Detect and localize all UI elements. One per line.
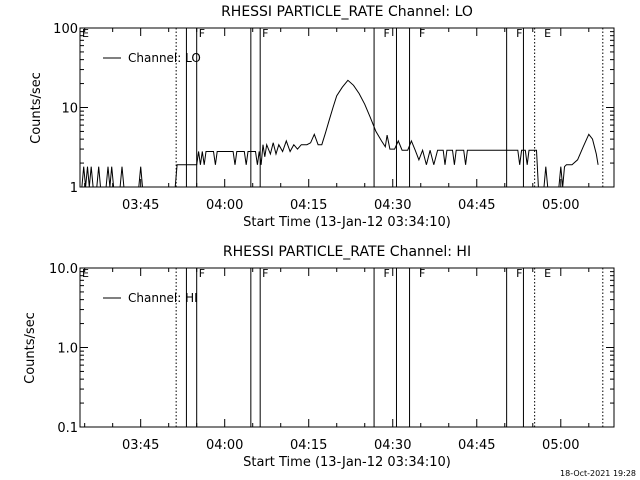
tick-layer: 03:45 04:00 04:15 04:30 04:45 05:00 1 10 100 [53,22,614,213]
marker-label: F [262,267,268,280]
marker-label: F [262,27,268,40]
y-axis-label: Counts/sec [29,72,44,144]
y-tick-label: 100 [53,22,78,37]
marker-label: F [516,27,522,40]
chart-title: RHESSI PARTICLE_RATE Channel: LO [221,4,473,20]
x-tick-label: 04:45 [458,198,495,213]
marker-label: E [544,27,551,40]
x-tick-label: 04:15 [290,438,327,453]
legend: Channel: LO [103,51,201,65]
x-tick-label: 03:45 [122,438,159,453]
legend-label: Channel: LO [128,51,201,65]
chart-title: RHESSI PARTICLE_RATE Channel: HI [223,244,471,260]
x-tick-label: 04:45 [458,438,495,453]
marker-label: F [384,27,390,40]
y-tick-label: 1.0 [57,342,78,357]
marker-label: E [544,267,551,280]
marker-label: F [419,267,425,280]
marker-label: E [82,27,89,40]
y-tick-label: 0.1 [57,421,78,436]
legend-label: Channel: HI [128,291,198,305]
footer-timestamp: 18-Oct-2021 19:28 [560,469,636,478]
series-layer [81,79,599,188]
marker-label: E [82,267,89,280]
x-axis-label: Start Time (13-Jan-12 03:34:10) [243,215,451,230]
series-line [81,79,599,188]
x-tick-label: 04:30 [374,438,411,453]
y-tick-label: 10.0 [49,262,78,277]
panel-hi: RHESSI PARTICLE_RATE Channel: HI Counts/… [23,244,615,470]
x-tick-label: 05:00 [542,438,579,453]
x-tick-label: 04:15 [290,198,327,213]
x-axis-label: Start Time (13-Jan-12 03:34:10) [243,455,451,470]
x-tick-label: 03:45 [122,198,159,213]
x-tick-label: 04:00 [206,198,243,213]
legend: Channel: HI [103,291,198,305]
y-tick-label: 10 [61,102,78,117]
x-tick-label: 05:00 [542,198,579,213]
x-tick-label: 04:30 [374,198,411,213]
marker-label: F [419,27,425,40]
marker-label: F [384,267,390,280]
marker-label: F [199,267,205,280]
y-axis-label: Counts/sec [23,312,38,384]
panel-lo: RHESSI PARTICLE_RATE Channel: LO Counts/… [29,4,615,230]
y-tick-label: 1 [70,181,78,196]
tick-layer: 03:45 04:00 04:15 04:30 04:45 05:00 0.1 1.0 10.0 [49,262,614,453]
marker-label: F [516,267,522,280]
marker-label: F [199,27,205,40]
x-tick-label: 04:00 [206,438,243,453]
